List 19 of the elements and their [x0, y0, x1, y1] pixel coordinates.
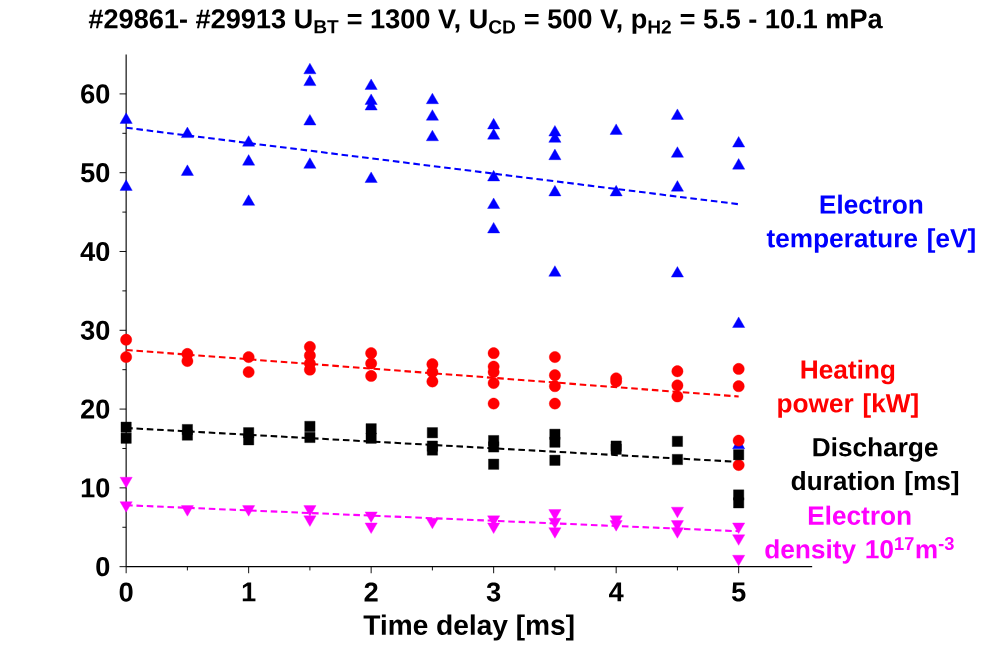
x-tick-label: 1	[242, 582, 256, 602]
y-tick-label: 20	[81, 399, 110, 419]
series-label: Heating power [kW]	[778, 359, 918, 418]
x-axis-title: Time delay [ms]	[363, 614, 574, 641]
y-tick-label: 60	[81, 84, 110, 104]
chart-title: #29861- #29913 U$_{BT}$ = 1300 V, U$_{CD}$ = 500 V, p$_{H2}$ = 5.5 - 10.1 mPa	[88, 9, 883, 34]
x-tick-label: 2	[364, 582, 378, 602]
x-tick-label: 4	[609, 582, 624, 602]
y-tick-label: 40	[80, 241, 110, 262]
series-label: Electron density 10$^{17}$m$^{-3}$	[765, 505, 954, 564]
series-label: Electron temperature [eV]	[766, 194, 975, 253]
x-tick-label: 0	[119, 582, 133, 602]
y-tick-label: 50	[80, 162, 110, 183]
y-tick-label: 30	[80, 320, 110, 340]
x-tick-label: 3	[486, 582, 501, 602]
y-tick-label: 0	[96, 556, 110, 577]
x-tick-label: 5	[731, 582, 746, 602]
y-tick-label: 10	[81, 478, 110, 498]
text: Discharge duration [ms]	[791, 437, 959, 496]
